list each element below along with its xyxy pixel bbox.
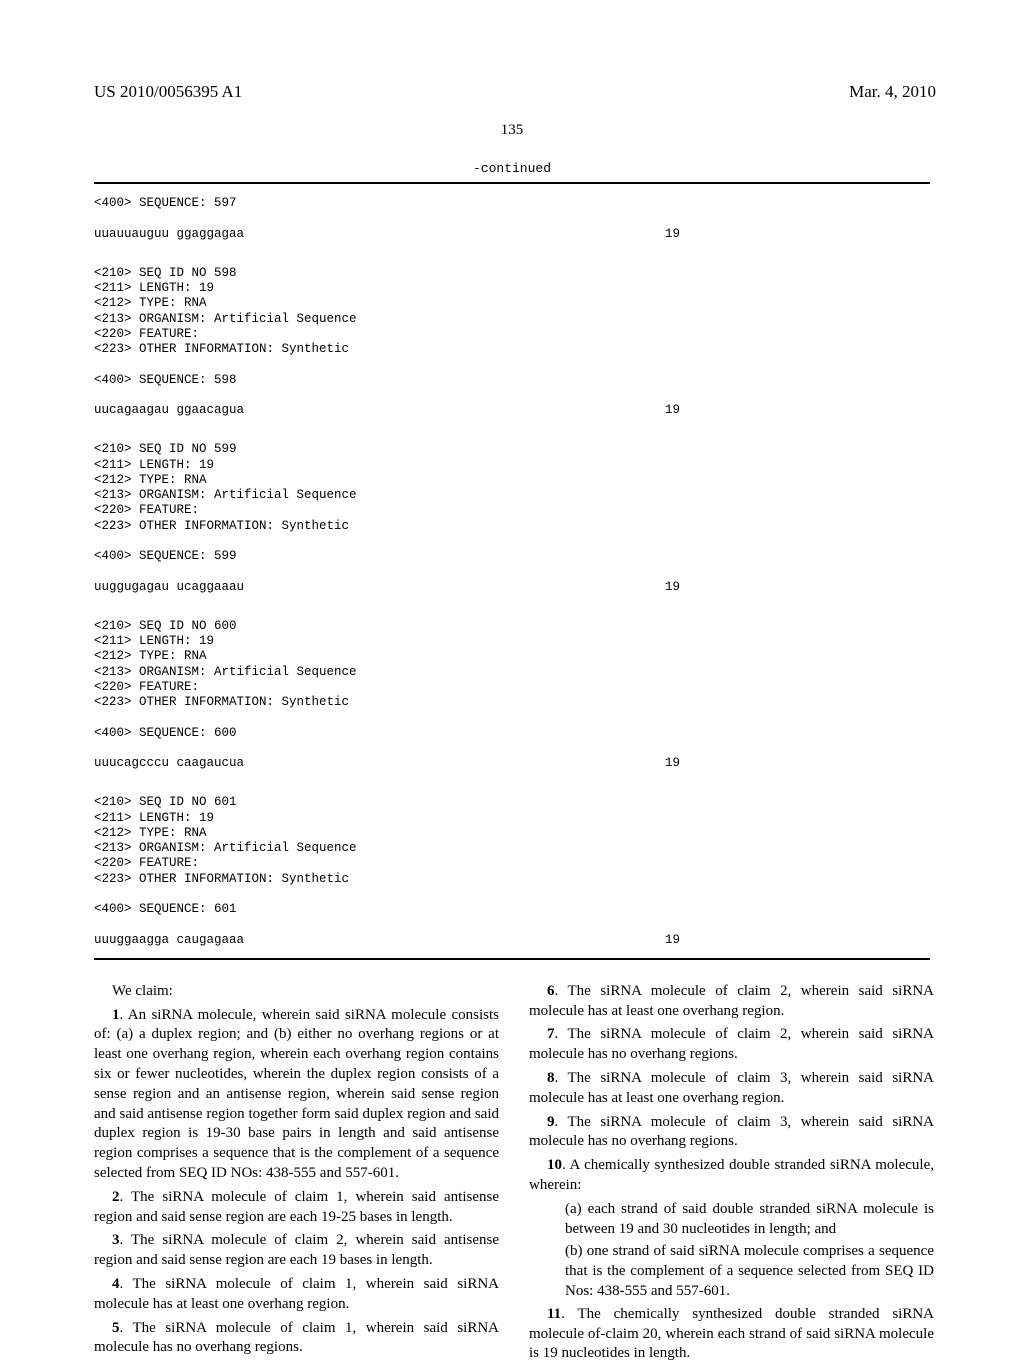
claim-paragraph: 4. The siRNA molecule of claim 1, wherei…: [94, 1275, 499, 1315]
claim-paragraph: 11. The chemically synthesized double st…: [529, 1305, 934, 1364]
claim-paragraph: 5. The siRNA molecule of claim 1, wherei…: [94, 1319, 499, 1359]
sequence-length: 19: [665, 933, 930, 948]
continued-label: -continued: [0, 161, 1024, 176]
sequence-header-line: <210> SEQ ID NO 598: [94, 266, 930, 281]
sequence-header-line: <400> SEQUENCE: 600: [94, 726, 930, 741]
sequence-header-line: <212> TYPE: RNA: [94, 473, 930, 488]
sequence-row: uuauuauguu ggaggagaa 19: [94, 227, 930, 242]
claims-section: We claim: 1. An siRNA molecule, wherein s…: [94, 982, 934, 1365]
claim-text: . The siRNA molecule of claim 1, wherein…: [94, 1189, 499, 1225]
sequence-header-line: <223> OTHER INFORMATION: Synthetic: [94, 695, 930, 710]
page-header: US 2010/0056395 A1 Mar. 4, 2010: [0, 0, 1024, 82]
claim-paragraph: 3. The siRNA molecule of claim 2, wherei…: [94, 1231, 499, 1271]
claim-number: 6: [547, 983, 555, 999]
sequence-header-line: <223> OTHER INFORMATION: Synthetic: [94, 519, 930, 534]
sequence-block: <400> SEQUENCE: 597 uuauuauguu ggaggagaa…: [94, 196, 930, 242]
sequence-header-line: <213> ORGANISM: Artificial Sequence: [94, 488, 930, 503]
publication-date: Mar. 4, 2010: [849, 82, 936, 102]
claim-text: . A chemically synthesized double strand…: [529, 1157, 934, 1193]
sequence-header-line: [94, 887, 930, 902]
sequence-header-line: <220> FEATURE:: [94, 856, 930, 871]
sequence-listing: <400> SEQUENCE: 597 uuauuauguu ggaggagaa…: [94, 182, 930, 960]
sequence-header-line: <223> OTHER INFORMATION: Synthetic: [94, 872, 930, 887]
sequence-header-line: <210> SEQ ID NO 599: [94, 442, 930, 457]
claim-number: 11: [547, 1306, 561, 1322]
sequence-text: uuggugagau ucaggaaau: [94, 580, 244, 595]
sequence-header-line: [94, 357, 930, 372]
claim-paragraph: 8. The siRNA molecule of claim 3, wherei…: [529, 1069, 934, 1109]
sequence-header-line: <220> FEATURE:: [94, 680, 930, 695]
sequence-header-line: [94, 710, 930, 725]
claim-paragraph: 7. The siRNA molecule of claim 2, wherei…: [529, 1025, 934, 1065]
sequence-block: <210> SEQ ID NO 599<211> LENGTH: 19<212>…: [94, 442, 930, 595]
sequence-row: uuucagcccu caagaucua 19: [94, 756, 930, 771]
sequence-header-line: <212> TYPE: RNA: [94, 296, 930, 311]
sequence-text: uuuggaagga caugagaaa: [94, 933, 244, 948]
sequence-header-line: <212> TYPE: RNA: [94, 649, 930, 664]
claim-number: 7: [547, 1026, 555, 1042]
sequence-text: uuauuauguu ggaggagaa: [94, 227, 244, 242]
sequence-header-line: <210> SEQ ID NO 601: [94, 795, 930, 810]
claim-text: . The siRNA molecule of claim 3, wherein…: [529, 1114, 934, 1150]
sequence-row: uuggugagau ucaggaaau 19: [94, 580, 930, 595]
sequence-header-line: <400> SEQUENCE: 598: [94, 373, 930, 388]
sequence-header-line: <211> LENGTH: 19: [94, 458, 930, 473]
sequence-header-line: <211> LENGTH: 19: [94, 634, 930, 649]
claim-text: . The chemically synthesized double stra…: [529, 1306, 934, 1362]
claim-paragraph: 2. The siRNA molecule of claim 1, wherei…: [94, 1188, 499, 1228]
claim-paragraph: 1. An siRNA molecule, wherein said siRNA…: [94, 1006, 499, 1184]
sequence-length: 19: [665, 756, 930, 771]
claim-text: . The siRNA molecule of claim 1, wherein…: [94, 1276, 499, 1312]
claim-number: 4: [112, 1276, 120, 1292]
sequence-header-line: <400> SEQUENCE: 601: [94, 902, 930, 917]
sequence-header-line: <212> TYPE: RNA: [94, 826, 930, 841]
sequence-text: uucagaagau ggaacagua: [94, 403, 244, 418]
sequence-header-line: <211> LENGTH: 19: [94, 811, 930, 826]
sequence-block: <210> SEQ ID NO 601<211> LENGTH: 19<212>…: [94, 795, 930, 948]
claim-number: 9: [547, 1114, 555, 1130]
claim-paragraph: 6. The siRNA molecule of claim 2, wherei…: [529, 982, 934, 1022]
sequence-header-line: <213> ORGANISM: Artificial Sequence: [94, 665, 930, 680]
sequence-length: 19: [665, 580, 930, 595]
claim-paragraph: 10. A chemically synthesized double stra…: [529, 1156, 934, 1196]
claim-sub-paragraph: (a) each strand of said double stranded …: [529, 1200, 934, 1240]
page-number: 135: [0, 122, 1024, 139]
claim-text: . The siRNA molecule of claim 3, wherein…: [529, 1070, 934, 1106]
sequence-header-line: <213> ORGANISM: Artificial Sequence: [94, 312, 930, 327]
sequence-length: 19: [665, 403, 930, 418]
sequence-header-line: <210> SEQ ID NO 600: [94, 619, 930, 634]
claim-number: 2: [112, 1189, 120, 1205]
claims-preamble: We claim:: [94, 982, 499, 1002]
sequence-length: 19: [665, 227, 930, 242]
claim-text: . The siRNA molecule of claim 2, wherein…: [529, 983, 934, 1019]
claim-number: 8: [547, 1070, 555, 1086]
claim-sub-paragraph: (b) one strand of said siRNA molecule co…: [529, 1242, 934, 1301]
sequence-header-line: <220> FEATURE:: [94, 503, 930, 518]
claim-paragraph: 9. The siRNA molecule of claim 3, wherei…: [529, 1113, 934, 1153]
claim-text: . The siRNA molecule of claim 2, wherein…: [529, 1026, 934, 1062]
sequence-header-line: <213> ORGANISM: Artificial Sequence: [94, 841, 930, 856]
sequence-header-line: <223> OTHER INFORMATION: Synthetic: [94, 342, 930, 357]
claim-text: . The siRNA molecule of claim 2, wherein…: [94, 1232, 499, 1268]
claim-number: 3: [112, 1232, 120, 1248]
sequence-header-line: <211> LENGTH: 19: [94, 281, 930, 296]
claim-text: . The siRNA molecule of claim 1, wherein…: [94, 1320, 499, 1356]
claim-number: 10: [547, 1157, 562, 1173]
sequence-header-line: [94, 534, 930, 549]
sequence-row: uuuggaagga caugagaaa 19: [94, 933, 930, 948]
claim-number: 5: [112, 1320, 120, 1336]
sequence-header-line: <400> SEQUENCE: 597: [94, 196, 930, 211]
sequence-header-line: <400> SEQUENCE: 599: [94, 549, 930, 564]
claim-text: . An siRNA molecule, wherein said siRNA …: [94, 1007, 499, 1181]
sequence-header-line: <220> FEATURE:: [94, 327, 930, 342]
sequence-block: <210> SEQ ID NO 600<211> LENGTH: 19<212>…: [94, 619, 930, 772]
sequence-block: <210> SEQ ID NO 598<211> LENGTH: 19<212>…: [94, 266, 930, 419]
sequence-text: uuucagcccu caagaucua: [94, 756, 244, 771]
publication-number: US 2010/0056395 A1: [94, 82, 242, 102]
sequence-row: uucagaagau ggaacagua 19: [94, 403, 930, 418]
claim-number: 1: [112, 1007, 120, 1023]
